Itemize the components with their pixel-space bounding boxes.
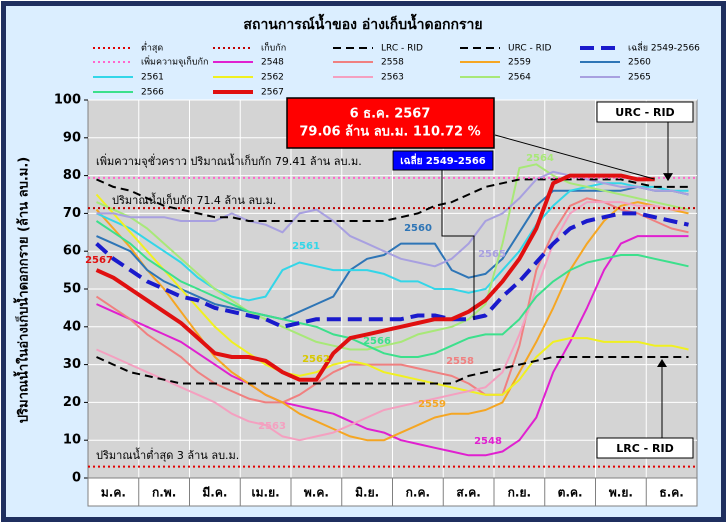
avg-box-label: เฉลี่ย 2549-2566 xyxy=(400,153,486,167)
legend-label: 2563 xyxy=(381,73,404,83)
y-tick-label: 60 xyxy=(63,244,81,259)
series-line xyxy=(96,356,689,385)
legend-label: 2560 xyxy=(628,58,651,68)
callout-leader xyxy=(494,134,655,180)
urc-arrowhead xyxy=(663,173,673,182)
urc-box-label: URC - RID xyxy=(615,106,674,119)
x-tick-label: พ.ค. xyxy=(304,486,329,500)
series-line xyxy=(96,163,689,351)
legend-label: 2559 xyxy=(508,58,531,68)
legend-label: 2565 xyxy=(628,73,651,83)
legend-label: ต่ำสุด xyxy=(141,41,163,54)
x-tick-label: มิ.ย. xyxy=(355,486,379,500)
legend-label: 2558 xyxy=(381,58,404,68)
lrc-arrowhead xyxy=(657,359,667,368)
series-line xyxy=(96,185,689,321)
annotation: ปริมาณน้ำต่ำสุด 3 ล้าน ลบ.ม. xyxy=(96,447,239,462)
series-line xyxy=(95,220,689,358)
avg-box xyxy=(392,150,494,171)
y-tick-label: 70 xyxy=(63,206,81,221)
legend-label: 2567 xyxy=(261,88,284,98)
legend-label: 2566 xyxy=(141,88,164,98)
y-tick-label: 0 xyxy=(72,471,81,486)
x-tick-label: ธ.ค. xyxy=(659,486,683,500)
legend-label: 2564 xyxy=(508,73,531,83)
legend-label: 2561 xyxy=(141,73,164,83)
series-tag: 2558 xyxy=(446,356,474,367)
callout-date: 6 ธ.ค. 2567 xyxy=(350,107,431,122)
urc-box xyxy=(596,101,694,123)
series-tag: 2548 xyxy=(474,436,502,447)
series-tag: 2561 xyxy=(292,241,320,252)
series-line xyxy=(95,193,689,396)
x-tick-label: ส.ค. xyxy=(456,486,480,500)
y-tick-label: 50 xyxy=(63,282,81,297)
series-tag: 2559 xyxy=(418,399,446,410)
series-line xyxy=(96,182,689,302)
legend-label: URC - RID xyxy=(508,44,552,54)
series-tag: 2560 xyxy=(404,223,432,234)
x-tick-label: ก.ย. xyxy=(508,486,531,500)
chart-title: สถานการณ์น้ำของ อ่างเก็บน้ำดอกกราย xyxy=(243,13,482,33)
legend-label: 2562 xyxy=(261,73,284,83)
lrc-box-label: LRC - RID xyxy=(616,442,673,455)
y-tick-label: 40 xyxy=(63,319,81,334)
y-tick-label: 30 xyxy=(63,357,81,372)
series-line xyxy=(95,173,655,382)
series-line xyxy=(95,201,689,442)
series-tag: 2564 xyxy=(526,153,554,164)
y-tick-label: 100 xyxy=(54,93,81,108)
legend-label: 2548 xyxy=(261,58,284,68)
series-tag: 2566 xyxy=(363,336,391,347)
legend-label: เฉลี่ย 2549-2566 xyxy=(628,41,700,54)
x-tick-label: พ.ย. xyxy=(609,486,633,500)
y-tick-label: 80 xyxy=(63,168,81,183)
annotation: เพิ่มความจุชั่วคราว ปริมาณน้ำเก็บกัก 79.… xyxy=(96,153,362,168)
x-tick-label: เม.ย. xyxy=(252,486,280,500)
series-tag: 2567 xyxy=(85,255,113,266)
y-tick-label: 20 xyxy=(63,395,81,410)
callout-box xyxy=(286,97,495,149)
lrc-box xyxy=(596,437,694,459)
avg-leader xyxy=(441,170,475,320)
series-tag: 2562 xyxy=(302,354,330,365)
y-axis-label: ปริมาณน้ำในอ่างเก็บน้ำดอกกราย (ล้าน ลบ.ม… xyxy=(13,157,32,423)
callout-value: 79.06 ล้าน ลบ.ม. 110.72 % xyxy=(299,124,480,140)
x-tick-label: มี.ค. xyxy=(202,486,227,500)
y-tick-label: 90 xyxy=(63,130,81,145)
series-line xyxy=(96,201,689,442)
x-tick-label: ก.ค. xyxy=(406,486,430,500)
x-tick-label: ต.ค. xyxy=(558,486,583,500)
annotation: ปริมาณน้ำเก็บกัก 71.4 ล้าน ลบ.ม. xyxy=(112,192,276,207)
series-line xyxy=(95,211,689,329)
legend-label: เพิ่มความจุเก็บกัก xyxy=(141,55,208,68)
series-tag: 2563 xyxy=(258,421,286,432)
legend-label: LRC - RID xyxy=(381,44,423,54)
x-tick-label: ก.พ. xyxy=(152,486,176,500)
series-line xyxy=(95,197,689,404)
x-tick-label: ม.ค. xyxy=(101,486,126,500)
y-tick-label: 10 xyxy=(63,433,81,448)
series-line xyxy=(96,178,689,222)
series-tag: 2565 xyxy=(478,249,506,260)
legend-label: เก็บกัก xyxy=(261,41,286,54)
